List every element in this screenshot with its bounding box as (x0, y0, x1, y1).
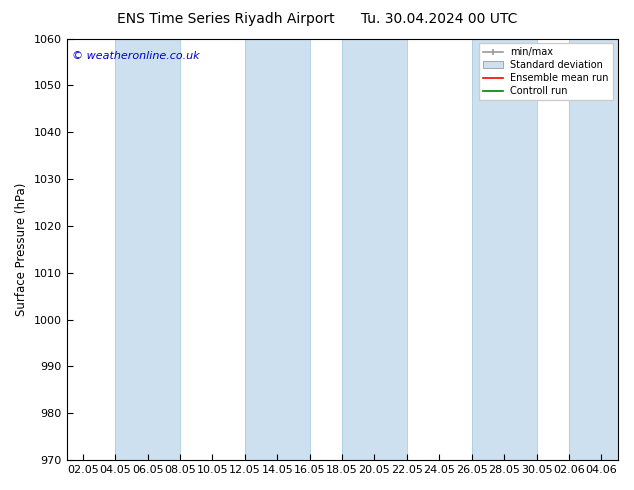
Bar (245, 39, 309, 460)
Text: ENS Time Series Riyadh Airport      Tu. 30.04.2024 00 UTC: ENS Time Series Riyadh Airport Tu. 30.04… (117, 12, 517, 26)
Bar (342, 39, 407, 460)
Bar (472, 39, 536, 460)
Y-axis label: Surface Pressure (hPa): Surface Pressure (hPa) (15, 183, 28, 316)
Bar (115, 39, 180, 460)
Legend: min/max, Standard deviation, Ensemble mean run, Controll run: min/max, Standard deviation, Ensemble me… (479, 44, 612, 100)
Text: © weatheronline.co.uk: © weatheronline.co.uk (72, 51, 200, 61)
Bar (569, 39, 634, 460)
